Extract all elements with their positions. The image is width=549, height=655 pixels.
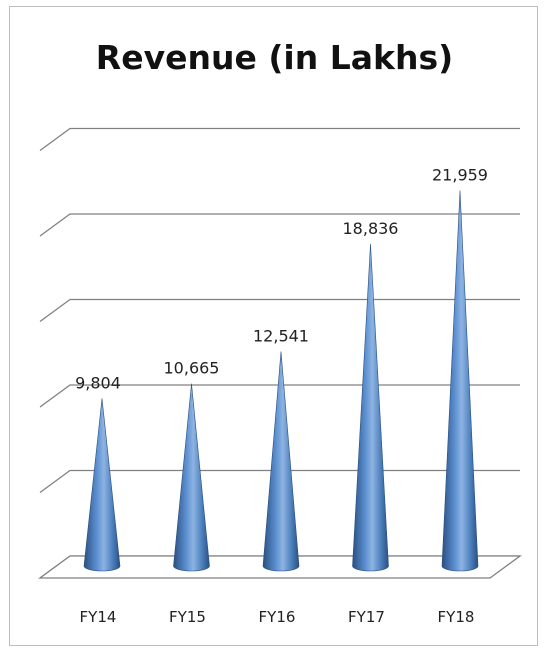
x-axis-ticks: FY14 FY15 FY16 FY17 FY18 bbox=[80, 608, 475, 626]
x-tick-label-fy14: FY14 bbox=[80, 608, 117, 626]
data-labels: 9,804 10,665 12,541 18,836 21,959 bbox=[75, 166, 488, 393]
cone-bar-fy15 bbox=[173, 383, 210, 572]
x-tick-label-fy16: FY16 bbox=[259, 608, 296, 626]
cone-bar-fy18 bbox=[441, 190, 479, 572]
data-label-fy17: 18,836 bbox=[343, 219, 399, 238]
cone-bars bbox=[83, 190, 479, 572]
gridline bbox=[39, 298, 520, 323]
data-label-fy14: 9,804 bbox=[75, 373, 121, 392]
cone-bar-fy14 bbox=[83, 398, 121, 572]
cone-bar-fy17 bbox=[352, 243, 389, 572]
data-label-fy16: 12,541 bbox=[253, 327, 309, 346]
x-tick-label-fy15: FY15 bbox=[169, 608, 206, 626]
data-label-fy18: 21,959 bbox=[432, 166, 488, 185]
x-tick-label-fy17: FY17 bbox=[348, 608, 385, 626]
cone-bar-fy16 bbox=[262, 351, 300, 572]
x-tick-label-fy18: FY18 bbox=[438, 608, 475, 626]
gridline bbox=[39, 213, 520, 237]
data-label-fy15: 10,665 bbox=[164, 359, 220, 378]
chart-title: Revenue (in Lakhs) bbox=[95, 38, 454, 77]
gridline bbox=[39, 127, 520, 152]
